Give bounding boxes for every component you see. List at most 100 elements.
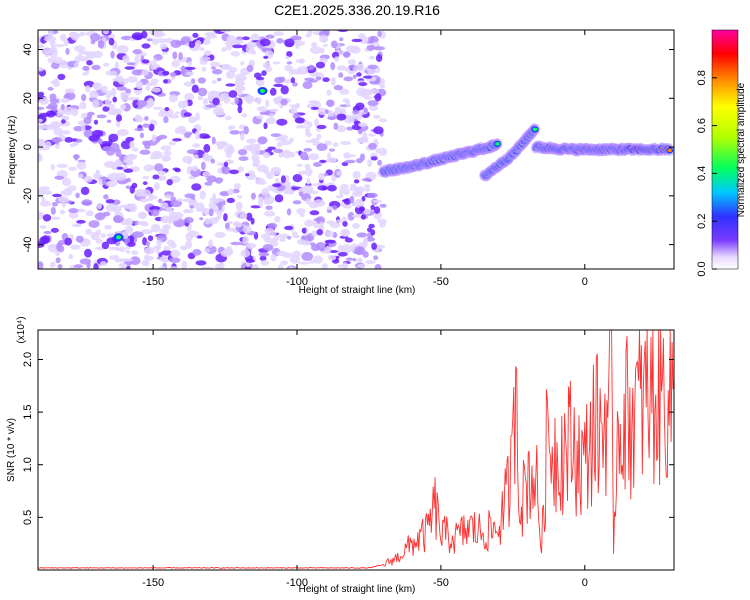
noise-blob: [339, 187, 344, 196]
noise-blob: [151, 134, 157, 143]
noise-blob: [319, 34, 329, 43]
noise-blob: [366, 44, 375, 51]
noise-blob: [149, 205, 161, 211]
noise-blob: [169, 114, 180, 119]
noise-blob: [265, 117, 276, 125]
noise-blob: [64, 136, 73, 143]
noise-blob: [71, 223, 81, 227]
noise-blob: [89, 91, 99, 98]
noise-blob: [95, 229, 102, 236]
noise-blob: [91, 64, 101, 70]
noise-blob: [114, 159, 122, 166]
noise-blob: [191, 165, 199, 172]
noise-blob: [275, 177, 280, 184]
noise-blob: [276, 38, 284, 44]
noise-blob: [204, 218, 210, 225]
noise-blob: [221, 47, 227, 52]
noise-blob: [122, 55, 130, 63]
noise-blob: [108, 37, 115, 46]
noise-blob: [79, 31, 86, 36]
noise-blob: [243, 125, 249, 135]
noise-blob: [346, 126, 354, 131]
noise-blob: [267, 146, 277, 150]
noise-blob: [146, 38, 153, 42]
noise-blob: [339, 88, 350, 95]
noise-blob: [292, 82, 298, 87]
noise-blob: [140, 189, 152, 197]
noise-blob: [139, 198, 149, 203]
noise-blob: [303, 148, 313, 152]
noise-blob: [227, 144, 234, 153]
noise-blob: [373, 126, 384, 135]
noise-blob: [80, 124, 86, 132]
noise-blob: [371, 76, 377, 82]
noise-blob: [141, 229, 153, 235]
noise-blob: [379, 203, 387, 208]
noise-blob: [274, 76, 284, 84]
noise-blob: [205, 104, 217, 108]
noise-blob: [298, 261, 310, 265]
noise-blob: [163, 246, 171, 251]
noise-blob: [375, 54, 383, 62]
noise-blob: [364, 185, 370, 193]
noise-blob: [263, 122, 268, 130]
noise-blob: [141, 43, 151, 49]
noise-blob: [311, 42, 317, 48]
noise-blob: [241, 113, 248, 118]
noise-blob: [51, 216, 61, 220]
noise-blob: [332, 142, 339, 148]
noise-blob: [139, 149, 151, 155]
noise-blob: [123, 204, 135, 210]
noise-blob: [38, 118, 43, 123]
x-tick-label: -100: [286, 577, 308, 589]
snr-x-axis-label: Height of straight line (km): [299, 584, 416, 595]
y-tick-label: 0.5: [22, 510, 34, 525]
noise-blob: [225, 83, 236, 87]
noise-blob: [250, 217, 255, 225]
noise-blob: [295, 124, 307, 129]
noise-blob: [127, 241, 136, 247]
noise-blob: [118, 263, 128, 269]
noise-blob: [343, 51, 351, 58]
noise-blob: [122, 165, 128, 170]
noise-blob: [343, 76, 354, 82]
noise-blob: [324, 230, 334, 238]
noise-blob: [337, 252, 348, 257]
noise-blob: [242, 235, 249, 245]
noise-blob: [159, 43, 168, 50]
noise-blob: [202, 171, 211, 177]
noise-blob: [310, 190, 319, 195]
noise-blob: [216, 77, 222, 82]
noise-blob: [305, 198, 311, 205]
noise-blob: [254, 143, 261, 151]
noise-blob: [379, 221, 386, 228]
noise-blob: [368, 223, 375, 229]
noise-blob: [270, 254, 277, 262]
noise-blob: [273, 83, 284, 88]
noise-blob: [126, 62, 136, 66]
noise-blob: [358, 122, 368, 127]
noise-blob: [95, 238, 103, 244]
noise-blob: [160, 202, 169, 209]
noise-blob: [121, 258, 134, 262]
noise-blob: [318, 173, 325, 181]
noise-blob: [310, 46, 322, 55]
noise-blob: [102, 106, 110, 112]
noise-blob: [341, 262, 349, 269]
noise-blob: [373, 206, 381, 214]
noise-blob: [256, 106, 267, 112]
noise-blob: [353, 187, 363, 196]
snr-y-ticks: 0.5 1.0 1.5 2.0: [22, 352, 674, 525]
noise-blob: [330, 40, 338, 49]
noise-blob: [180, 36, 191, 45]
noise-blob: [280, 175, 286, 184]
noise-blob: [242, 36, 250, 41]
noise-blob: [310, 106, 319, 110]
noise-blob: [131, 147, 139, 152]
noise-blob: [264, 210, 276, 217]
noise-blob: [192, 249, 202, 256]
noise-blob: [290, 77, 296, 84]
noise-blob: [319, 247, 325, 252]
noise-blob: [286, 61, 293, 65]
noise-blob: [324, 249, 332, 253]
